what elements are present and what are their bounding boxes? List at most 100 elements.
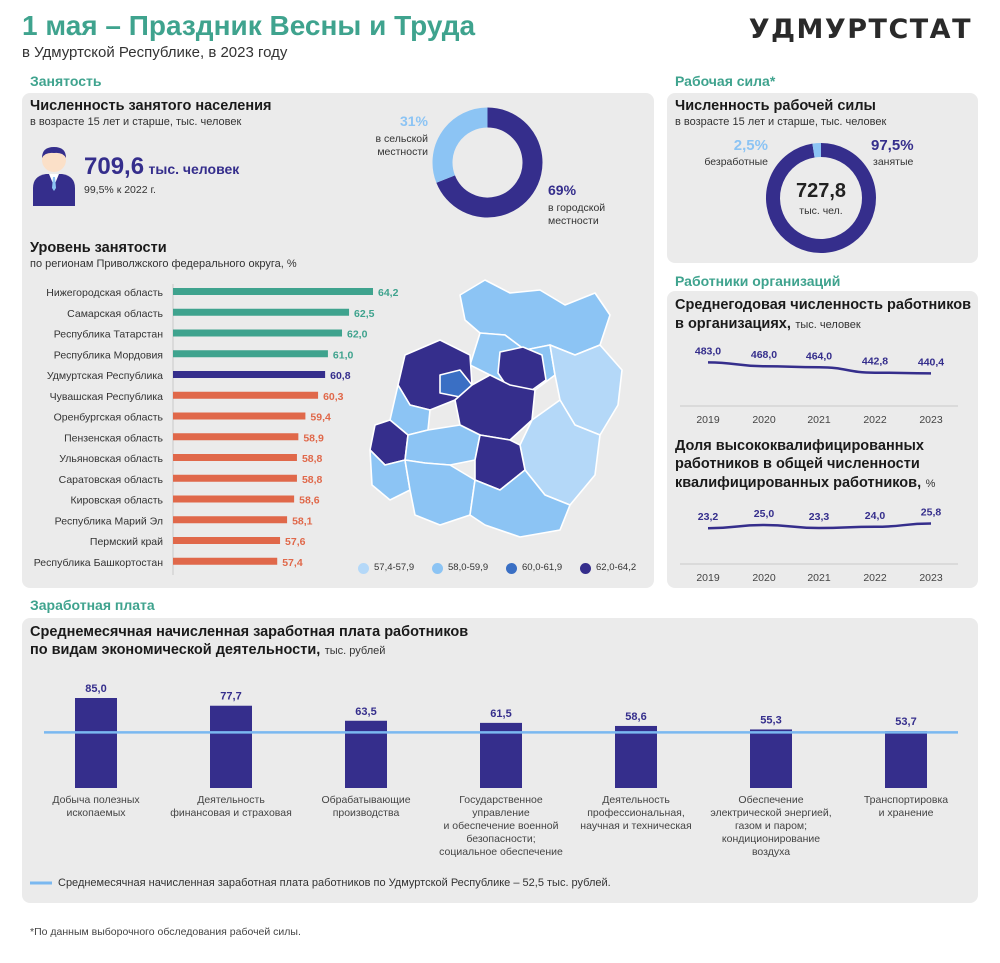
- bar-category-label: финансовая и страховая: [170, 807, 292, 819]
- bar-value-label: 53,7: [895, 716, 916, 728]
- labor-force-subtitle: в возрасте 15 лет и старше, тыс. человек: [675, 116, 887, 128]
- hq-title-3: квалифицированных работников,: [675, 475, 922, 491]
- bar: [750, 729, 792, 788]
- bar: [173, 495, 295, 503]
- rural-label-1: в сельской: [375, 133, 429, 145]
- section-labor-force-label: Рабочая сила*: [675, 73, 776, 89]
- bar-category-label: Добыча полезных: [52, 794, 140, 806]
- urban-label-1: в городской: [548, 202, 606, 214]
- hq-title-1: Доля высококвалифицированных: [675, 438, 924, 454]
- bar: [173, 350, 328, 358]
- x-tick-label: 2019: [696, 572, 720, 584]
- bar-category-label: электрической энергией,: [710, 807, 831, 819]
- bar-category-label: Нижегородская область: [46, 287, 163, 299]
- wages-unit: тыс. рублей: [324, 645, 386, 657]
- section-employment-label: Занятость: [30, 73, 102, 89]
- section-workers-label: Работники организаций: [675, 273, 841, 289]
- bar-value-label: 57,4: [282, 557, 303, 569]
- bar-value-label: 60,8: [330, 370, 351, 382]
- donut-slice: [812, 143, 822, 158]
- bar-value-label: 58,8: [302, 453, 323, 465]
- bar: [173, 433, 299, 441]
- bar-category-label: научная и техническая: [580, 820, 691, 832]
- bar-value-label: 60,3: [323, 391, 344, 403]
- person-icon: [33, 147, 75, 206]
- workers-panel: [667, 291, 978, 588]
- bar: [615, 725, 657, 788]
- bar: [173, 474, 297, 482]
- bar: [173, 516, 288, 524]
- map-region-orenburg: [469, 469, 571, 538]
- hq-title-line3: квалифицированных работников, %: [675, 474, 935, 492]
- point-value-label: 468,0: [751, 349, 777, 361]
- x-tick-label: 2021: [807, 414, 831, 426]
- bar-value-label: 61,5: [490, 708, 511, 720]
- bar-category-label: Республика Мордовия: [54, 349, 163, 361]
- bar-value-label: 77,7: [220, 691, 241, 703]
- bar-value-label: 85,0: [85, 683, 106, 695]
- employed-count-unit: тыс. человек: [148, 161, 240, 177]
- map-legend-label: 62,0-64,2: [596, 562, 637, 573]
- page-title: 1 мая – Праздник Весны и Труда: [22, 10, 476, 41]
- wages-legend-text: Среднемесячная начисленная заработная пл…: [58, 877, 611, 889]
- bar-category-label: Оренбургская область: [54, 412, 164, 424]
- bar-category-label: безопасности;: [466, 833, 535, 845]
- bar-value-label: 58,6: [625, 711, 646, 723]
- employment-level-chart: Нижегородская область 64,2 Самарская облас…: [34, 284, 399, 575]
- point-value-label: 24,0: [865, 510, 886, 522]
- bar-value-label: 62,5: [354, 308, 375, 320]
- x-tick-label: 2023: [919, 572, 943, 584]
- bar: [173, 454, 297, 461]
- bar: [173, 288, 373, 295]
- bar: [480, 722, 522, 788]
- x-tick-label: 2020: [752, 572, 776, 584]
- bar: [173, 537, 281, 544]
- footnote: *По данным выборочного обследования рабо…: [30, 926, 301, 938]
- section-wages-label: Заработная плата: [30, 597, 155, 613]
- bar-category-label: Республика Башкортостан: [34, 557, 163, 569]
- employment-level-subtitle: по регионам Приволжского федерального ок…: [30, 258, 297, 270]
- employment-title: Численность занятого населения: [30, 98, 272, 114]
- urban-percent: 69%: [548, 182, 577, 198]
- bar-category-label: Самарская область: [67, 308, 163, 320]
- employed-count: 709,6 тыс. человек: [84, 153, 239, 181]
- bar-value-label: 62,0: [347, 329, 368, 341]
- wages-legend-line-icon: [30, 881, 52, 885]
- bar-category-label: Республика Марий Эл: [55, 515, 163, 527]
- map-legend-swatch: [358, 563, 369, 574]
- labor-force-panel: [667, 93, 978, 263]
- bar-category-label: ископаемых: [66, 807, 126, 819]
- point-value-label: 25,8: [921, 507, 942, 519]
- bar-value-label: 58,8: [302, 474, 323, 486]
- map-legend-swatch: [506, 563, 517, 574]
- series-line: [707, 522, 932, 530]
- point-value-label: 23,2: [698, 511, 719, 523]
- page-subtitle: в Удмуртской Республике, в 2023 году: [22, 44, 288, 61]
- bar: [885, 731, 927, 788]
- x-tick-label: 2020: [752, 414, 776, 426]
- map-legend-swatch: [432, 563, 443, 574]
- bar-category-label: Удмуртская Республика: [47, 370, 163, 382]
- unemployed-percent: 2,5%: [733, 137, 768, 154]
- employed-count-value: 709,6: [84, 153, 145, 180]
- map-region-udmurtia: [497, 346, 547, 394]
- point-value-label: 23,3: [809, 511, 830, 523]
- unemployed-label: безработные: [704, 156, 768, 168]
- donut-slice: [766, 143, 876, 253]
- bar-value-label: 59,4: [310, 412, 331, 424]
- avg-workers-title-1: Среднегодовая численность работников: [675, 297, 972, 313]
- map-legend-label: 58,0-59,9: [448, 562, 489, 573]
- bar-value-label: 58,9: [303, 432, 324, 444]
- rural-percent: 31%: [399, 113, 428, 129]
- hq-title-2: работников в общей численности: [675, 456, 920, 472]
- wages-title-1: Среднемесячная начисленная заработная пл…: [30, 624, 469, 640]
- bar-category-label: Пензенская область: [64, 432, 163, 444]
- urban-label-2: местности: [548, 215, 599, 227]
- map-legend-label: 60,0-61,9: [522, 562, 563, 573]
- employment-donut: [432, 107, 543, 218]
- bar-value-label: 64,2: [378, 287, 399, 299]
- labor-force-title: Численность рабочей силы: [675, 98, 876, 114]
- wages-title-line2: по видам экономической деятельности, тыс…: [30, 641, 385, 659]
- wages-title-2: по видам экономической деятельности,: [30, 642, 321, 658]
- bar: [173, 371, 326, 378]
